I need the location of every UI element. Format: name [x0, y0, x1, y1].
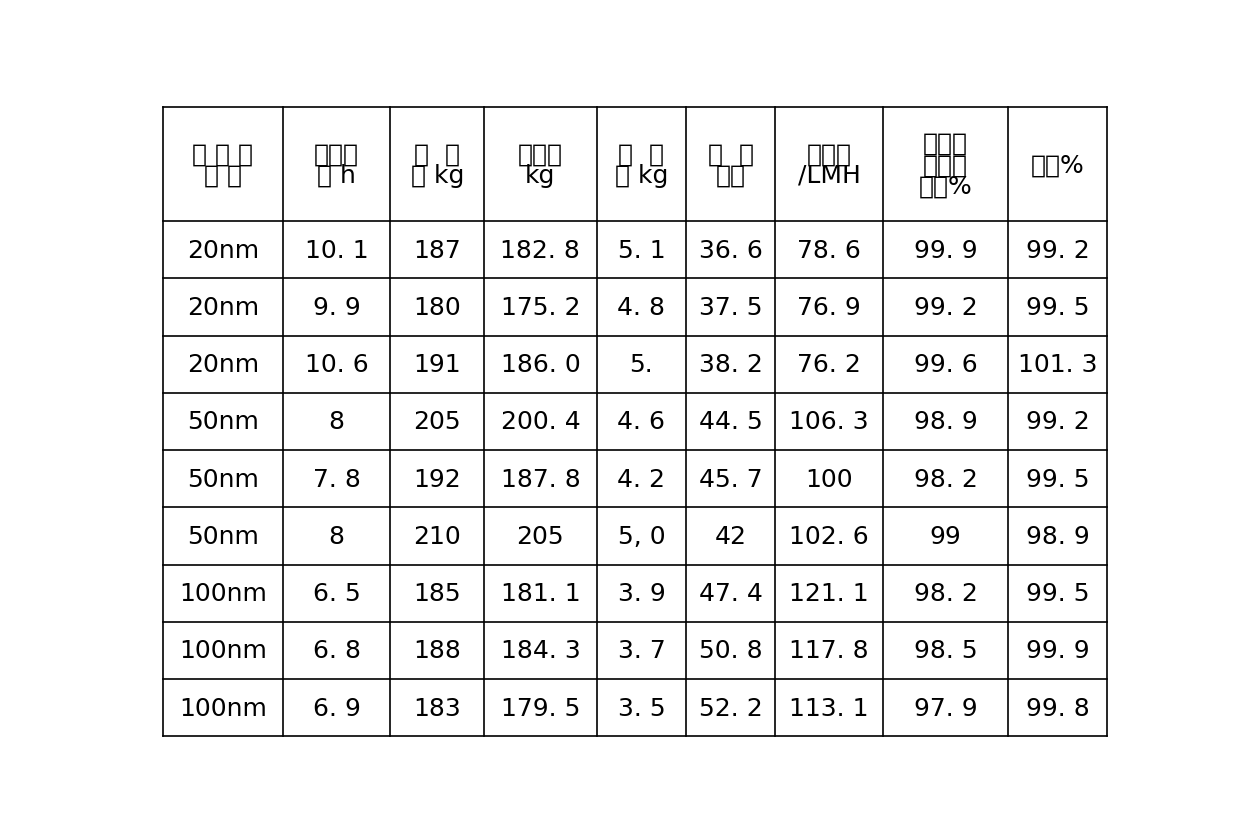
Text: 45. 7: 45. 7 [699, 467, 762, 491]
Text: 3. 7: 3. 7 [617, 639, 665, 663]
Text: 10. 1: 10. 1 [305, 238, 368, 263]
Text: 205: 205 [517, 524, 564, 548]
Text: 188: 188 [414, 639, 461, 663]
Text: 除率%: 除率% [919, 175, 973, 198]
Text: 182. 8: 182. 8 [501, 238, 580, 263]
Text: 透析液: 透析液 [518, 142, 563, 166]
Text: 99. 8: 99. 8 [1026, 696, 1090, 720]
Text: 99. 5: 99. 5 [1026, 467, 1089, 491]
Text: 76. 9: 76. 9 [797, 296, 861, 319]
Text: 100nm: 100nm [178, 639, 266, 663]
Text: 78. 6: 78. 6 [797, 238, 861, 263]
Text: 98. 9: 98. 9 [913, 410, 978, 434]
Text: 98. 2: 98. 2 [913, 582, 978, 605]
Text: 4. 6: 4. 6 [617, 410, 665, 434]
Text: 99. 6: 99. 6 [913, 353, 978, 377]
Text: 膜通量: 膜通量 [807, 142, 851, 166]
Text: 47. 4: 47. 4 [699, 582, 762, 605]
Text: 121. 1: 121. 1 [789, 582, 869, 605]
Text: 8: 8 [328, 410, 344, 434]
Text: 20nm: 20nm [187, 353, 259, 377]
Text: 进  料: 进 料 [414, 142, 460, 166]
Text: 101. 3: 101. 3 [1018, 353, 1098, 377]
Text: 99. 5: 99. 5 [1026, 582, 1089, 605]
Text: 117. 8: 117. 8 [789, 639, 869, 663]
Text: 192: 192 [414, 467, 461, 491]
Text: 6. 9: 6. 9 [312, 696, 361, 720]
Text: 50nm: 50nm [187, 410, 259, 434]
Text: 99. 9: 99. 9 [914, 238, 978, 263]
Text: kg: kg [525, 164, 555, 187]
Text: 44. 5: 44. 5 [699, 410, 762, 434]
Text: 98. 2: 98. 2 [913, 467, 978, 491]
Text: 陶 瓷 膜: 陶 瓷 膜 [192, 142, 253, 166]
Text: 52. 2: 52. 2 [699, 696, 762, 720]
Text: 42: 42 [715, 524, 747, 548]
Text: 180: 180 [414, 296, 461, 319]
Text: 5.: 5. [629, 353, 653, 377]
Text: 99: 99 [929, 524, 961, 548]
Text: 6. 8: 6. 8 [312, 639, 361, 663]
Text: 37. 5: 37. 5 [699, 296, 762, 319]
Text: 181. 1: 181. 1 [501, 582, 580, 605]
Text: 99. 5: 99. 5 [1026, 296, 1089, 319]
Text: 浓  缩: 浓 缩 [707, 142, 753, 166]
Text: 187: 187 [414, 238, 461, 263]
Text: 210: 210 [414, 524, 461, 548]
Text: 3. 5: 3. 5 [617, 696, 665, 720]
Text: 倍数: 倍数 [716, 164, 746, 187]
Text: 184. 3: 184. 3 [501, 639, 580, 663]
Text: 205: 205 [414, 410, 461, 434]
Text: 间 h: 间 h [317, 164, 356, 187]
Text: 187. 8: 187. 8 [501, 467, 580, 491]
Text: 183: 183 [414, 696, 461, 720]
Text: 102. 6: 102. 6 [789, 524, 869, 548]
Text: 100nm: 100nm [178, 696, 266, 720]
Text: 200. 4: 200. 4 [501, 410, 580, 434]
Text: 8: 8 [328, 524, 344, 548]
Text: 50nm: 50nm [187, 467, 259, 491]
Text: 186. 0: 186. 0 [501, 353, 580, 377]
Text: 98. 5: 98. 5 [914, 639, 978, 663]
Text: 99. 2: 99. 2 [1026, 238, 1090, 263]
Text: 处理时: 处理时 [315, 142, 359, 166]
Text: 99. 2: 99. 2 [1026, 410, 1090, 434]
Text: 50nm: 50nm [187, 524, 259, 548]
Text: 20nm: 20nm [187, 296, 259, 319]
Text: 38. 2: 38. 2 [699, 353, 762, 377]
Text: 4. 2: 4. 2 [617, 467, 665, 491]
Text: 3. 9: 3. 9 [617, 582, 665, 605]
Text: 20nm: 20nm [187, 238, 259, 263]
Text: 185: 185 [414, 582, 461, 605]
Text: 5, 0: 5, 0 [617, 524, 665, 548]
Text: 5. 1: 5. 1 [617, 238, 665, 263]
Text: 100: 100 [805, 467, 852, 491]
Text: 孔 径: 孔 径 [203, 164, 242, 187]
Text: 76. 2: 76. 2 [797, 353, 861, 377]
Text: /LMH: /LMH [798, 164, 860, 187]
Text: 白等去: 白等去 [923, 153, 968, 177]
Text: 9. 9: 9. 9 [313, 296, 361, 319]
Text: 50. 8: 50. 8 [699, 639, 762, 663]
Text: 175. 2: 175. 2 [501, 296, 580, 319]
Text: 179. 5: 179. 5 [501, 696, 580, 720]
Text: 4. 8: 4. 8 [617, 296, 665, 319]
Text: 113. 1: 113. 1 [789, 696, 869, 720]
Text: 6. 5: 6. 5 [313, 582, 361, 605]
Text: 36. 6: 36. 6 [699, 238, 762, 263]
Text: 106. 3: 106. 3 [789, 410, 869, 434]
Text: 菌丝蛋: 菌丝蛋 [923, 131, 968, 155]
Text: 191: 191 [414, 353, 461, 377]
Text: 液 kg: 液 kg [615, 164, 668, 187]
Text: 100nm: 100nm [178, 582, 266, 605]
Text: 98. 9: 98. 9 [1026, 524, 1090, 548]
Text: 99. 9: 99. 9 [1026, 639, 1090, 663]
Text: 液 kg: 液 kg [410, 164, 463, 187]
Text: 97. 9: 97. 9 [914, 696, 978, 720]
Text: 7. 8: 7. 8 [312, 467, 361, 491]
Text: 99. 2: 99. 2 [913, 296, 978, 319]
Text: 收率%: 收率% [1031, 153, 1085, 177]
Text: 浓  缩: 浓 缩 [618, 142, 664, 166]
Text: 10. 6: 10. 6 [305, 353, 369, 377]
